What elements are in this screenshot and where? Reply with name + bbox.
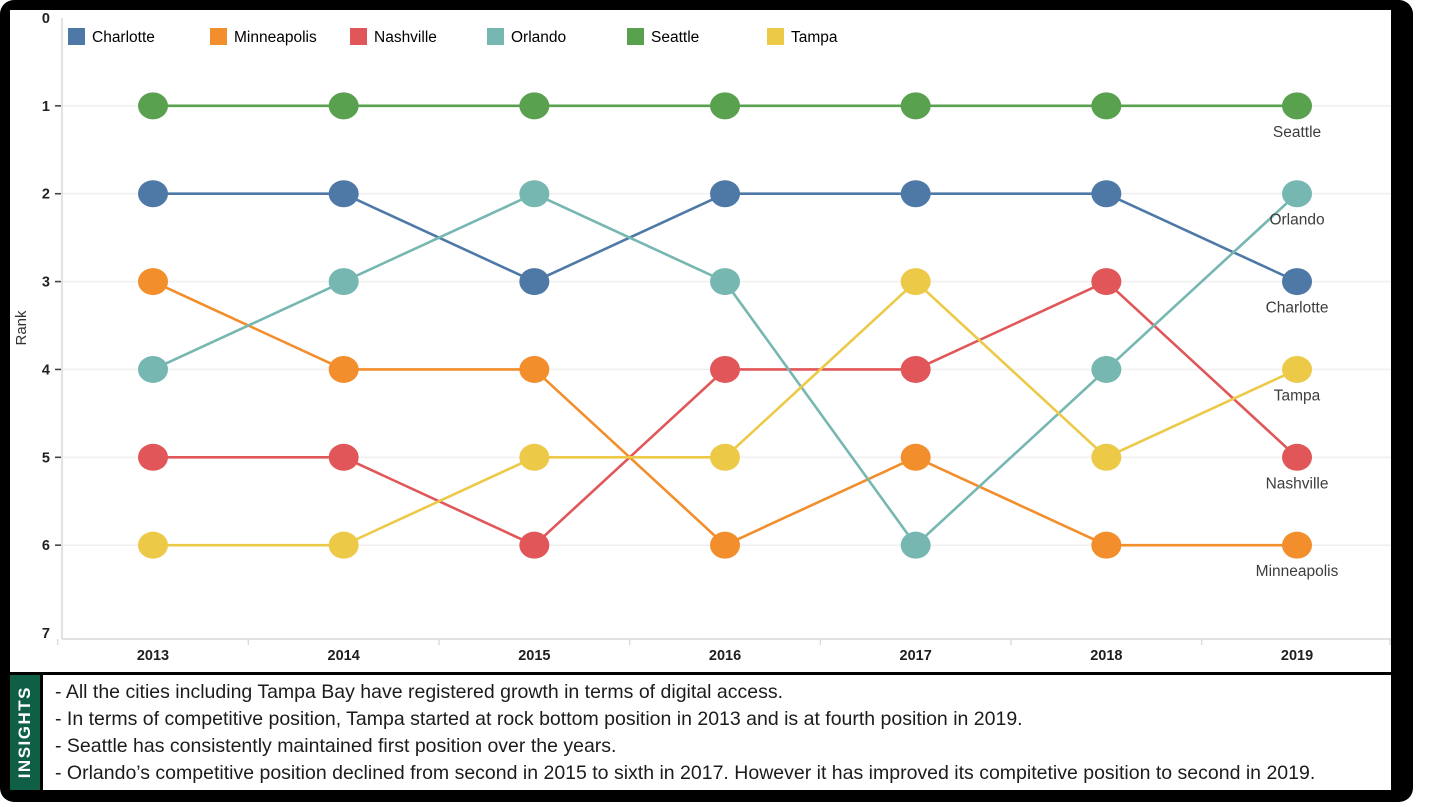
data-point-charlotte-2017[interactable] [900, 180, 931, 208]
insight-line: - Orlando’s competitive position decline… [55, 762, 1316, 784]
y-tick-label: 6 [42, 538, 50, 554]
legend-label: Minneapolis [234, 29, 317, 46]
legend-swatch-nashville [350, 28, 367, 45]
data-point-nashville-2013[interactable] [138, 443, 168, 471]
data-point-charlotte-2013[interactable] [138, 180, 168, 208]
data-point-seattle-2013[interactable] [138, 92, 168, 120]
legend-item-orlando[interactable]: Orlando [487, 28, 566, 46]
insights-text-area: - All the cities including Tampa Bay hav… [40, 675, 1391, 790]
data-point-orlando-2013[interactable] [138, 355, 168, 383]
data-point-nashville-2019[interactable] [1282, 443, 1313, 471]
data-point-orlando-2015[interactable] [519, 180, 550, 208]
data-point-orlando-2016[interactable] [710, 268, 741, 296]
legend-swatch-tampa [767, 28, 784, 45]
data-point-minneapolis-2018[interactable] [1091, 531, 1122, 559]
insight-line: - In terms of competitive position, Tamp… [55, 708, 1023, 730]
series-end-label-minneapolis: Minneapolis [1256, 563, 1339, 580]
data-point-minneapolis-2014[interactable] [328, 355, 359, 383]
y-axis-title: Rank [13, 310, 30, 346]
insights-panel: INSIGHTS - All the cities including Tamp… [10, 672, 1391, 790]
data-point-orlando-2014[interactable] [328, 268, 359, 296]
data-point-seattle-2015[interactable] [519, 92, 550, 120]
y-tick-label: 1 [42, 99, 50, 115]
series-end-label-nashville: Nashville [1266, 475, 1329, 492]
data-point-orlando-2019[interactable] [1282, 180, 1313, 208]
data-point-tampa-2019[interactable] [1282, 355, 1313, 383]
legend-item-tampa[interactable]: Tampa [767, 28, 838, 46]
data-point-nashville-2014[interactable] [328, 443, 359, 471]
insight-line: - Seattle has consistently maintained fi… [55, 735, 617, 757]
series-end-label-tampa: Tampa [1274, 387, 1321, 404]
insights-label: INSIGHTS [15, 686, 34, 779]
data-point-tampa-2017[interactable] [900, 268, 931, 296]
series-line-nashville[interactable] [153, 280, 1298, 547]
x-tick-label: 2013 [137, 648, 169, 664]
data-point-minneapolis-2017[interactable] [900, 443, 931, 471]
data-point-nashville-2015[interactable] [519, 531, 550, 559]
data-point-nashville-2018[interactable] [1091, 268, 1122, 296]
legend-item-nashville[interactable]: Nashville [350, 28, 437, 46]
x-tick-label: 2017 [900, 648, 932, 664]
x-tick-label: 2016 [709, 648, 741, 664]
data-point-minneapolis-2016[interactable] [710, 531, 741, 559]
y-tick-label: 2 [42, 187, 50, 203]
series-end-label-seattle: Seattle [1273, 124, 1321, 141]
legend-label: Seattle [651, 29, 699, 46]
bump-chart: 0 1 2 3 4 5 6 7 Rank 2013 2014 2015 2016 2017 2018 2019… [10, 10, 1391, 672]
legend-swatch-orlando [487, 28, 504, 45]
data-point-nashville-2016[interactable] [710, 355, 741, 383]
data-point-minneapolis-2019[interactable] [1282, 531, 1313, 559]
data-point-seattle-2014[interactable] [328, 92, 359, 120]
data-point-tampa-2015[interactable] [519, 443, 550, 471]
x-tick-label: 2015 [518, 648, 550, 664]
legend-item-charlotte[interactable]: Charlotte [68, 28, 155, 46]
legend-label: Charlotte [92, 29, 155, 46]
y-tick-label: 7 [42, 626, 50, 642]
data-point-charlotte-2014[interactable] [328, 180, 359, 208]
y-tick-label: 3 [42, 275, 50, 291]
data-point-seattle-2018[interactable] [1091, 92, 1122, 120]
insight-line: - All the cities including Tampa Bay hav… [55, 681, 783, 703]
legend-swatch-charlotte [68, 28, 85, 45]
insights-label-strip: INSIGHTS [10, 675, 40, 790]
legend-swatch-minneapolis [210, 28, 227, 45]
data-point-seattle-2019[interactable] [1282, 92, 1313, 120]
data-point-charlotte-2019[interactable] [1282, 268, 1313, 296]
legend-swatch-seattle [627, 28, 644, 45]
chart-canvas: 0 1 2 3 4 5 6 7 Rank 2013 2014 2015 2016 2017 2018 2019… [13, 11, 1391, 664]
series-end-label-charlotte: Charlotte [1266, 300, 1329, 317]
chart-frame: 0 1 2 3 4 5 6 7 Rank 2013 2014 2015 2016 2017 2018 2019… [0, 0, 1413, 802]
data-point-charlotte-2016[interactable] [710, 180, 741, 208]
series-line-tampa[interactable] [153, 279, 1298, 547]
data-point-charlotte-2018[interactable] [1091, 180, 1122, 208]
legend-label: Orlando [511, 29, 566, 46]
data-point-tampa-2016[interactable] [710, 443, 741, 471]
legend-item-seattle[interactable]: Seattle [627, 28, 699, 46]
x-tick-label: 2019 [1281, 648, 1313, 664]
legend-label: Tampa [791, 29, 838, 46]
data-point-tampa-2014[interactable] [328, 531, 359, 559]
data-point-orlando-2018[interactable] [1091, 355, 1122, 383]
y-tick-label: 4 [42, 362, 50, 378]
series-line-minneapolis[interactable] [152, 280, 1298, 547]
data-point-nashville-2017[interactable] [900, 355, 931, 383]
data-point-orlando-2017[interactable] [900, 531, 931, 559]
legend-label: Nashville [374, 29, 437, 46]
data-point-minneapolis-2013[interactable] [138, 268, 168, 296]
x-tick-label: 2014 [328, 648, 360, 664]
data-point-seattle-2017[interactable] [900, 92, 931, 120]
data-point-seattle-2016[interactable] [710, 92, 741, 120]
data-point-tampa-2013[interactable] [138, 531, 168, 559]
data-point-charlotte-2015[interactable] [519, 268, 550, 296]
series-end-label-orlando: Orlando [1269, 212, 1324, 229]
data-point-minneapolis-2015[interactable] [519, 355, 550, 383]
y-tick-label: 0 [42, 11, 50, 27]
y-tick-label: 5 [42, 450, 50, 466]
data-point-tampa-2018[interactable] [1091, 443, 1122, 471]
legend-item-minneapolis[interactable]: Minneapolis [210, 28, 317, 46]
x-tick-label: 2018 [1090, 648, 1122, 664]
